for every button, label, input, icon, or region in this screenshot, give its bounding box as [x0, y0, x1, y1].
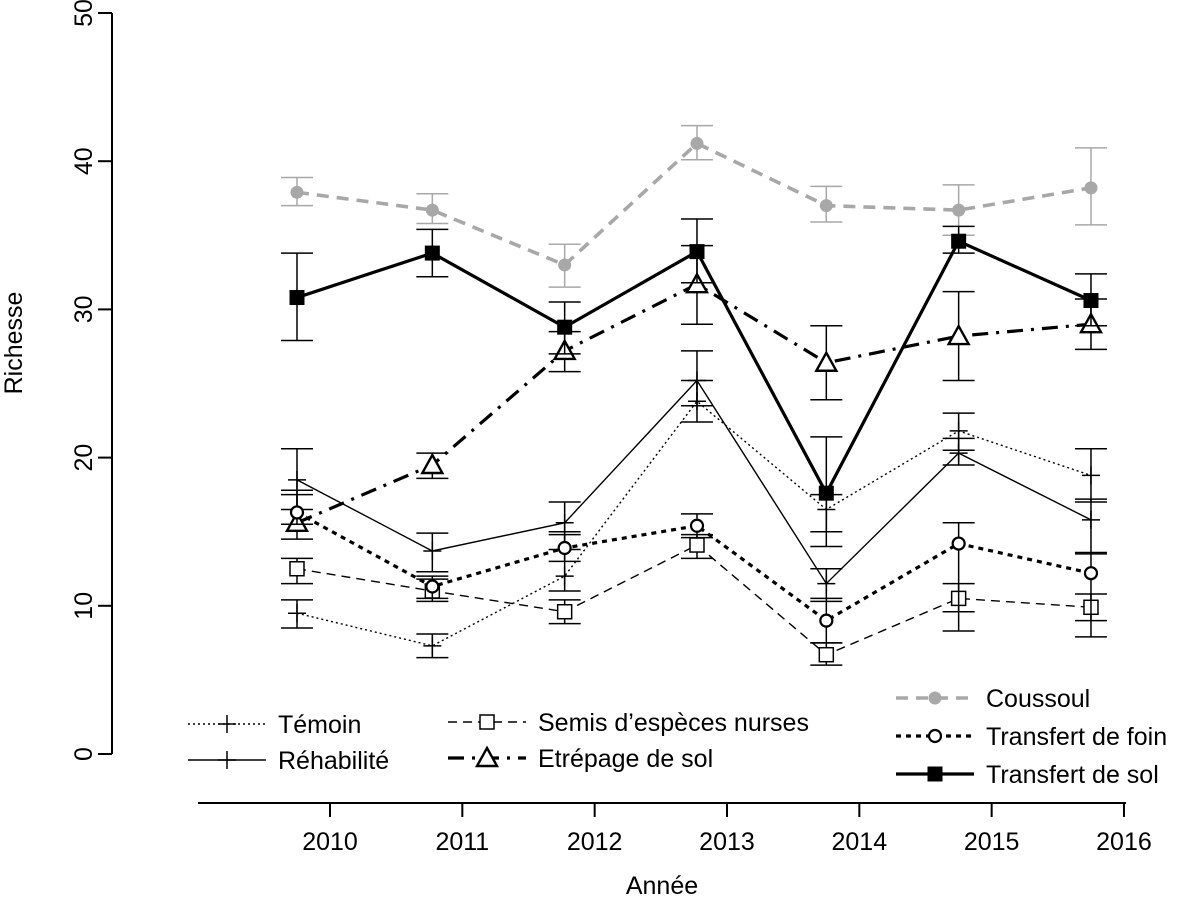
data-point — [423, 636, 442, 655]
legend-swatch-marker — [474, 745, 500, 768]
legend-item: Coussoul — [896, 685, 1090, 713]
data-point — [952, 203, 966, 217]
data-point — [1081, 510, 1100, 529]
data-point — [558, 258, 572, 272]
data-point — [1083, 293, 1099, 309]
data-point — [949, 421, 968, 440]
legend-swatch-marker — [479, 714, 495, 730]
x-tick-label: 2012 — [567, 828, 623, 856]
legend-swatch-marker — [927, 766, 943, 782]
legend-label: Coussoul — [986, 685, 1090, 713]
y-tick-label: 30 — [70, 295, 98, 323]
data-point — [555, 513, 574, 532]
series-line — [296, 379, 1092, 585]
y-axis-title: Richesse — [0, 292, 28, 395]
data-point — [556, 603, 573, 620]
series-6 — [281, 218, 1107, 548]
x-tick-label: 2013 — [699, 828, 755, 856]
data-point — [425, 203, 439, 217]
data-point — [290, 185, 304, 199]
legend-item: Témoin — [188, 711, 361, 739]
series-0 — [281, 379, 1107, 659]
data-point — [288, 604, 306, 623]
legend-label: Transfert de sol — [986, 761, 1159, 789]
legend-item: Transfert de foin — [896, 723, 1167, 751]
axes: 0 10 20 30 40 50 2010 2011 2012 2013 2014 2015 2016 — [70, 0, 1152, 856]
legend-item: Etrépage de sol — [448, 745, 713, 773]
legend: Témoin Réhabilité Semis d’espèces nurses Et… — [188, 685, 1167, 789]
data-point — [557, 319, 573, 335]
data-point — [1083, 566, 1099, 581]
series-2 — [281, 533, 1107, 666]
x-tick-label: 2010 — [302, 828, 358, 856]
legend-label: Réhabilité — [278, 747, 389, 775]
data-point — [690, 136, 704, 150]
data-point — [819, 613, 834, 628]
y-tick-label: 40 — [70, 147, 98, 175]
data-point — [289, 290, 305, 306]
series-5 — [281, 493, 1107, 644]
data-point — [557, 540, 572, 556]
data-point — [689, 537, 705, 553]
legend-label: Témoin — [278, 711, 361, 739]
data-point — [687, 371, 706, 390]
data-point — [951, 536, 966, 551]
series-4 — [281, 124, 1107, 288]
series-3 — [281, 244, 1107, 540]
data-point — [817, 574, 836, 593]
data-point — [1084, 181, 1098, 195]
series-layer — [281, 124, 1107, 666]
legend-item: Semis d’espèces nurses — [448, 709, 809, 737]
data-point — [1081, 466, 1100, 485]
data-point — [946, 323, 971, 346]
legend-label: Transfert de foin — [986, 723, 1167, 751]
data-point — [818, 485, 834, 501]
data-point — [289, 505, 305, 520]
series-line — [296, 282, 1092, 525]
data-point — [424, 245, 440, 261]
data-point — [818, 646, 835, 663]
y-tick-label: 20 — [70, 444, 98, 472]
legend-item: Transfert de sol — [896, 761, 1159, 789]
data-point — [420, 452, 445, 475]
legend-swatch-marker — [927, 728, 943, 744]
data-point — [819, 199, 833, 213]
data-point — [689, 244, 705, 260]
data-point — [288, 470, 306, 489]
legend-label: Semis d’espèces nurses — [538, 709, 809, 737]
x-tick-label: 2011 — [435, 828, 489, 856]
legend-swatch-marker — [928, 691, 942, 705]
y-tick-label: 50 — [70, 0, 98, 27]
legend-swatch-marker — [218, 751, 236, 769]
x-tick-label: 2015 — [964, 828, 1020, 856]
data-point — [555, 567, 574, 586]
data-point — [423, 541, 442, 560]
legend-item: Réhabilité — [188, 747, 389, 775]
y-tick-label: 0 — [70, 747, 98, 761]
data-point — [425, 579, 440, 594]
data-point — [814, 350, 839, 372]
legend-label: Etrépage de sol — [538, 745, 713, 773]
x-tick-label: 2014 — [832, 828, 888, 856]
y-tick-label: 10 — [70, 592, 98, 620]
series-line — [296, 544, 1092, 656]
data-point — [289, 561, 305, 577]
x-tick-label: 2016 — [1096, 828, 1152, 856]
data-point — [949, 444, 968, 463]
x-axis-title: Année — [626, 872, 698, 900]
data-point — [689, 518, 705, 533]
legend-swatch-marker — [218, 715, 236, 733]
data-point — [951, 233, 967, 249]
